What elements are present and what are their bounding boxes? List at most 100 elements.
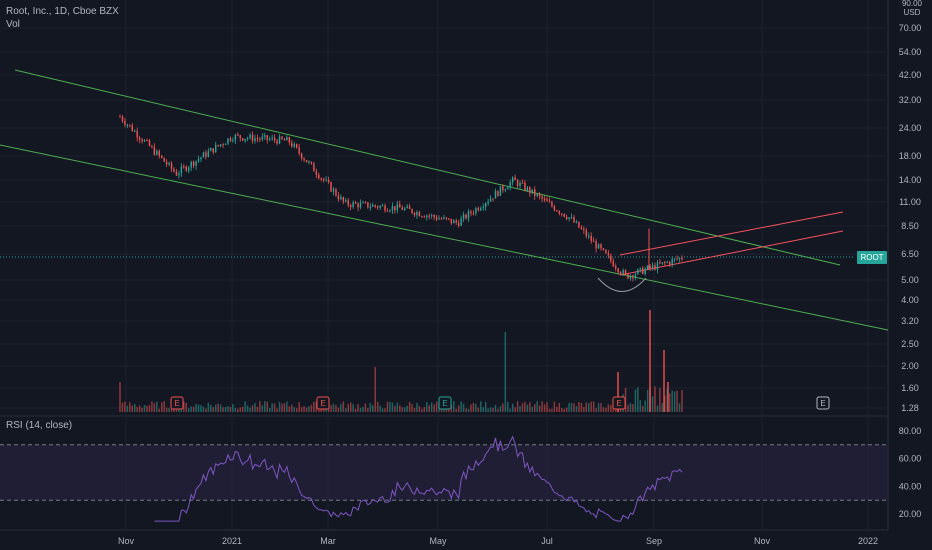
volume-bar [433,404,435,412]
candle-body [472,213,475,215]
volume-bar [676,390,678,412]
volume-bar [185,402,187,412]
earnings-marker-label: E [442,399,447,408]
volume-bar [595,408,597,412]
volume-bar [642,405,644,412]
volume-bar [251,405,254,412]
candle-body [266,135,268,140]
earnings-marker[interactable] [438,396,452,410]
volume-bar [421,408,423,412]
volume-bar [654,386,656,412]
last-price-badge[interactable]: ROOT [857,251,887,264]
earnings-marker[interactable] [816,396,830,410]
volume-bar [241,406,244,412]
volume-bar [143,405,146,412]
candle-body [622,270,624,274]
candle-body [254,138,256,142]
rising-channel-upper-line[interactable] [619,211,844,256]
candle-body [668,261,671,265]
candle-body [391,206,394,211]
candle-body [664,262,666,264]
volume-bar [396,402,399,412]
candle-body [487,201,489,204]
volume-bar [391,402,394,412]
volume-bar [639,400,642,412]
price-tick-label: 6.50 [901,249,919,259]
candle-body [153,146,156,155]
earnings-marker[interactable] [170,396,184,410]
price-tick-label: 24.00 [899,123,922,133]
volume-bar [340,403,342,412]
candle-body [219,144,222,146]
candle-body [352,202,354,208]
time-tick-label: Nov [118,536,135,546]
volume-bar [465,408,467,412]
volume-bar [507,401,509,412]
volume-bar [526,404,529,412]
volume-bar [519,406,521,412]
rounding-bottom-arc[interactable] [597,277,647,292]
volume-bar [362,406,364,412]
candle-body [224,143,227,145]
candle-body [394,206,396,211]
candle-body [217,144,219,146]
candle-body [300,153,303,159]
volume-bar [457,405,460,412]
candle-body [234,134,237,141]
volume-bar [364,403,367,412]
volume-bar [462,403,465,412]
volume-bar [190,406,192,412]
volume-bar [553,401,556,412]
volume-bar [632,403,634,412]
volume-bar [168,408,170,412]
channel-lower-line[interactable] [0,144,889,331]
candle-body [376,206,379,208]
volume-bar [389,402,391,412]
rsi-tick-label: 40.00 [899,481,922,491]
volume-bar [585,402,588,412]
earnings-marker[interactable] [316,396,330,410]
volume-bar [205,408,207,412]
volume-bar [210,405,212,412]
channel-upper-line[interactable] [14,69,841,266]
volume-bar [354,408,357,412]
volume-bar [580,403,583,412]
candle-body [408,206,411,209]
candle-body [607,253,610,256]
candle-body [617,268,619,273]
candle-body [681,257,683,260]
candle-body [340,196,342,200]
candle-body [428,215,430,217]
rsi-tick-label: 80.00 [899,426,922,436]
candle-body [642,267,644,274]
volume-bar [531,406,534,412]
volume-bar [480,401,482,412]
volume-bar [509,408,511,412]
candle-body [264,135,266,137]
candle-body [627,273,629,279]
candle-body [256,138,259,140]
candle-body [538,194,541,197]
volume-bar [273,403,276,412]
volume-bar [453,401,455,412]
price-tick-label: 54.00 [899,47,922,57]
price-tick-label: 70.00 [899,23,922,33]
candle-body [445,217,448,219]
rising-channel-lower-line[interactable] [619,230,844,276]
candle-body [200,157,202,160]
candle-body [462,214,465,219]
earnings-marker[interactable] [612,396,626,410]
candle-body [585,230,588,237]
candle-body [494,191,497,199]
volume-bar-spike [667,382,669,412]
volume-bar [578,401,580,412]
candle-body [595,241,597,249]
candle-body [551,202,553,207]
volume-bar [659,387,661,412]
volume-bar-spike [649,310,651,412]
price-tick-label: 1.28 [901,403,919,413]
volume-bar [681,390,683,412]
candle-body [448,218,450,220]
